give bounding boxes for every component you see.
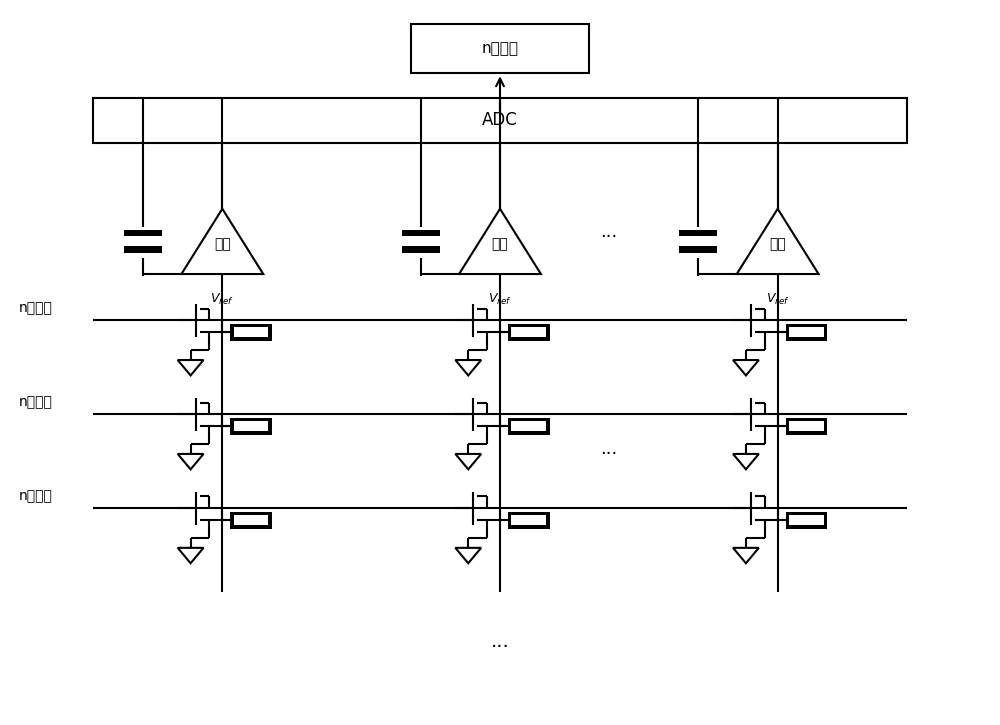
Bar — [402, 230, 440, 236]
Bar — [508, 512, 550, 529]
Bar — [234, 515, 268, 525]
Bar — [789, 328, 824, 337]
Text: n位输出: n位输出 — [482, 41, 519, 56]
Bar — [402, 247, 440, 253]
Text: 运放: 运放 — [769, 237, 786, 251]
Text: $V_{ref}$: $V_{ref}$ — [488, 292, 512, 307]
Bar — [511, 515, 546, 525]
Bar — [786, 512, 827, 529]
Bar — [786, 418, 827, 435]
Polygon shape — [733, 454, 759, 469]
Polygon shape — [178, 548, 203, 563]
Bar — [786, 324, 827, 341]
Bar — [411, 24, 589, 73]
Bar — [234, 421, 268, 431]
Bar — [679, 230, 717, 236]
Polygon shape — [455, 548, 481, 563]
Text: ...: ... — [491, 632, 509, 651]
Polygon shape — [178, 360, 203, 376]
Bar — [679, 247, 717, 253]
Bar — [511, 421, 546, 431]
Polygon shape — [733, 360, 759, 376]
Bar — [230, 512, 272, 529]
Text: n位输入: n位输入 — [19, 489, 53, 503]
Polygon shape — [181, 209, 263, 274]
Bar — [508, 324, 550, 341]
Bar — [124, 247, 162, 253]
Text: $V_{ref}$: $V_{ref}$ — [766, 292, 790, 307]
Bar — [789, 421, 824, 431]
Bar — [789, 515, 824, 525]
Bar — [230, 324, 272, 341]
Polygon shape — [737, 209, 819, 274]
Text: $V_{ref}$: $V_{ref}$ — [210, 292, 234, 307]
Polygon shape — [459, 209, 541, 274]
Text: 运放: 运放 — [492, 237, 508, 251]
Bar — [230, 418, 272, 435]
Polygon shape — [733, 548, 759, 563]
Bar — [124, 230, 162, 236]
Bar — [511, 328, 546, 337]
Text: ...: ... — [600, 440, 618, 458]
Text: n位输入: n位输入 — [19, 302, 53, 315]
Text: 运放: 运放 — [214, 237, 231, 251]
Polygon shape — [455, 360, 481, 376]
Text: n位输入: n位输入 — [19, 395, 53, 410]
Bar — [93, 98, 907, 143]
Bar — [508, 418, 550, 435]
Polygon shape — [455, 454, 481, 469]
Text: ADC: ADC — [482, 112, 518, 129]
Text: ...: ... — [600, 223, 618, 241]
Bar — [234, 328, 268, 337]
Polygon shape — [178, 454, 203, 469]
